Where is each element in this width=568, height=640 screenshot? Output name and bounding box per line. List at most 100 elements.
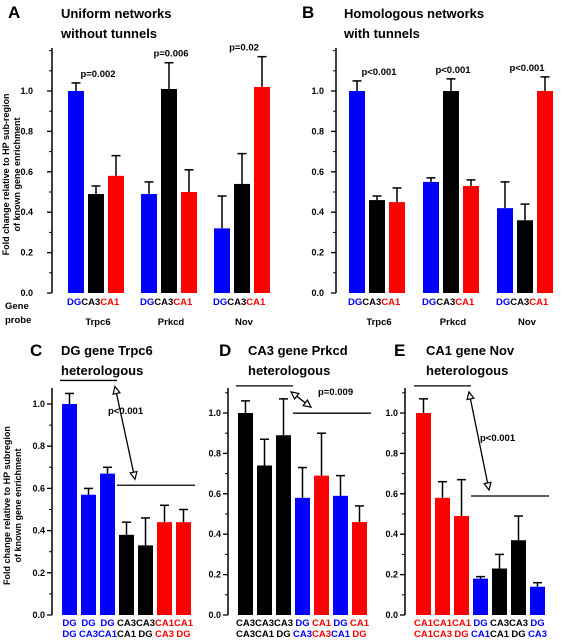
E-bar [454, 516, 469, 615]
D-bar-label-bottom: DG [352, 629, 366, 640]
C-panel-letter: C [30, 341, 42, 360]
B-bar-label: CA1 [381, 297, 401, 308]
E-bar-label-top: CA1 [452, 618, 472, 629]
D-bar [276, 435, 291, 615]
E-y-tick-label: 1.0 [385, 408, 398, 418]
E-panel-title: heterologous [426, 363, 508, 378]
E-bar-label-top: DG [530, 618, 544, 629]
D-bar [314, 475, 329, 615]
gene-probe-label-2: probe [5, 315, 31, 326]
E-bar-label-top: CA1 [433, 618, 453, 629]
C-bar-label-top: CA3 [117, 618, 136, 629]
A-pvalue: p=0.006 [153, 49, 188, 60]
A-gene-label: Prkcd [158, 317, 185, 328]
C-bar-label-bottom: DG [176, 629, 190, 640]
A-group-labels: DGCA3CA1 [67, 297, 120, 308]
B-panel-title: Homologous networks [344, 6, 484, 21]
C-y-axis-label: Fold change relative to HP subregion [2, 426, 12, 585]
B-pvalue: p<0.001 [361, 67, 397, 78]
C-bar [81, 494, 96, 615]
A-bar [181, 192, 197, 293]
B-group-labels: DGCA3CA1 [422, 297, 475, 308]
A-bar [68, 91, 84, 293]
E-bar-label-bottom: CA3 [528, 629, 547, 640]
A-y-tick-label: 0.4 [20, 207, 33, 217]
A-pvalue: p=0.02 [229, 43, 259, 54]
C-arrowhead-start [112, 385, 121, 396]
B-gene-label: Trpc6 [366, 317, 391, 328]
C-bar-label-bottom: CA3 [79, 629, 98, 640]
E-comparison-arrow [468, 391, 490, 491]
B-bar [349, 91, 365, 293]
B-bar [517, 220, 533, 293]
A-bar [108, 175, 124, 293]
D-bar [257, 465, 272, 615]
D-panel-title: heterologous [248, 363, 330, 378]
C-bar-label-top: DG [81, 618, 95, 629]
E-bar-label-top: DG [473, 618, 487, 629]
D-bar-label-bottom: CA1 [331, 629, 351, 640]
A-panel-title: Uniform networks [61, 6, 172, 21]
B-y-tick-label: 0.0 [311, 288, 324, 298]
A-y-tick-label: 0.6 [20, 167, 33, 177]
D-bar-label-bottom: CA3 [236, 629, 255, 640]
A-y-tick-label: 1.0 [20, 86, 33, 96]
D-bar-label-bottom: CA3 [293, 629, 312, 640]
A-pvalue: p=0.002 [80, 69, 115, 80]
E-bar-label-bottom: CA3 [433, 629, 452, 640]
B-group-labels: DGCA3CA1 [496, 297, 549, 308]
B-pvalue: p<0.001 [435, 65, 471, 76]
B-bar-label: CA3 [510, 297, 529, 308]
C-y-tick-label: 0.8 [32, 441, 45, 451]
B-gene-label: Nov [518, 317, 537, 328]
A-group-labels: DGCA3CA1 [213, 297, 266, 308]
B-bar [389, 202, 405, 293]
E-bar-label-bottom: CA1 [414, 629, 434, 640]
A-y-axis-label: of known gene enrichment [12, 117, 22, 231]
A-panel-title: without tunnels [60, 26, 157, 41]
B-y-tick-label: 0.6 [311, 167, 324, 177]
D-arrowhead-end [302, 398, 313, 409]
E-y-tick-label: 0.0 [385, 610, 398, 620]
E-panel-letter: E [394, 341, 405, 360]
D-bar [295, 497, 310, 615]
D-bar-label-top: DG [295, 618, 309, 629]
A-bar-label: CA3 [81, 297, 100, 308]
E-y-tick-label: 0.4 [385, 529, 398, 539]
A-bar [141, 194, 157, 293]
E-bar-label-bottom: CA1 [471, 629, 491, 640]
B-bar-label: CA1 [529, 297, 549, 308]
B-group-labels: DGCA3CA1 [348, 297, 401, 308]
E-panel-title: CA1 gene Nov [426, 343, 515, 358]
B-y-tick-label: 0.2 [311, 248, 324, 258]
E-y-tick-label: 0.8 [385, 448, 398, 458]
A-bar [234, 183, 250, 293]
D-bar-label-bottom: CA1 [255, 629, 275, 640]
D-bar-label-top: CA1 [312, 618, 332, 629]
A-bar-label: CA3 [154, 297, 173, 308]
D-bar-label-bottom: CA3 [312, 629, 331, 640]
E-bar-label-top: CA1 [414, 618, 434, 629]
A-bar-label: CA3 [227, 297, 246, 308]
A-bar [254, 86, 270, 294]
A-bar-label: CA1 [246, 297, 266, 308]
A-bar [214, 228, 230, 293]
D-panel-title: CA3 gene Prkcd [248, 343, 348, 358]
B-bar [369, 200, 385, 293]
E-arrowhead-start [466, 390, 475, 401]
C-bar [176, 522, 191, 615]
C-bar [119, 534, 134, 615]
A-y-axis-label: Fold change relative to HP sub-region [1, 94, 11, 256]
D-bar-label-top: CA3 [255, 618, 274, 629]
D-y-tick-label: 0.0 [208, 610, 221, 620]
E-bar [416, 413, 431, 615]
B-bar [443, 91, 459, 293]
D-y-tick-label: 1.0 [208, 408, 221, 418]
D-bar [333, 495, 348, 615]
C-bar-label-bottom: DG [62, 629, 76, 640]
C-y-tick-label: 0.4 [32, 526, 45, 536]
E-bar-label-top: CA3 [509, 618, 528, 629]
D-bar-label-top: CA3 [236, 618, 255, 629]
E-bar [530, 586, 545, 615]
D-bar [238, 413, 253, 615]
